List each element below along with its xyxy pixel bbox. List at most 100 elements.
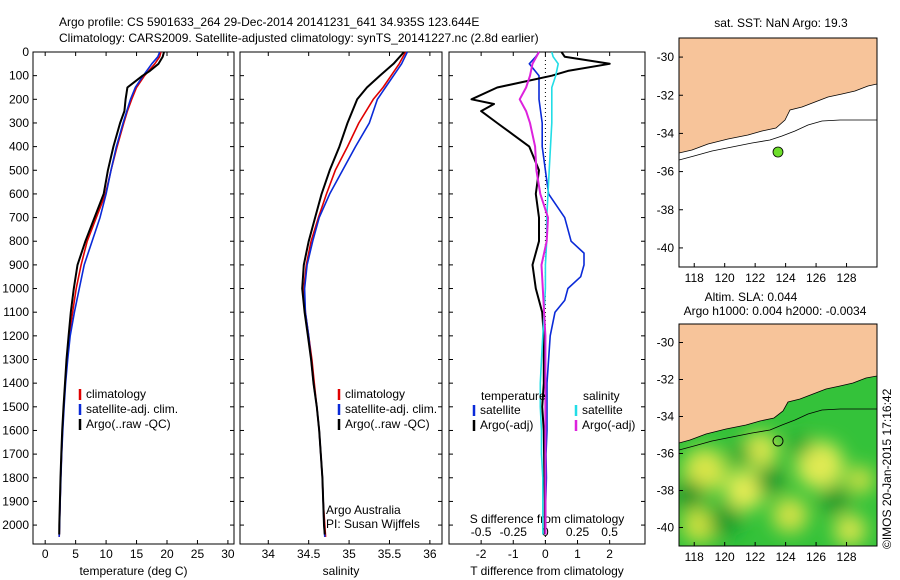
- temperature-xtick-label: 5: [72, 547, 79, 561]
- salinity-series-argo-raw-qc: [301, 51, 405, 535]
- map-lat-label: -34: [657, 410, 675, 424]
- sla-profile-marker: [772, 435, 784, 447]
- map-lon-label: 128: [837, 271, 857, 285]
- salinity-plot-frame: [239, 51, 443, 545]
- temperature-series-argo-raw-qc: [58, 51, 165, 535]
- depth-tick-label: 1000: [2, 282, 29, 296]
- salinity-xtick-label: 35: [342, 547, 356, 561]
- map-lon-label: 126: [806, 271, 826, 285]
- map-lat-label: -32: [657, 373, 675, 387]
- pi-annotation: Argo Australia: [326, 503, 401, 517]
- map-lon-label: 124: [776, 271, 796, 285]
- depth-tick-label: 300: [9, 116, 29, 130]
- sla-map-frame: [678, 323, 878, 547]
- legend-entry: Argo(-adj): [582, 418, 635, 432]
- legend-entry: climatology: [86, 387, 146, 401]
- map-lon-label: 118: [685, 271, 704, 285]
- depth-tick-label: 900: [9, 258, 29, 272]
- salinity-xtick-label: 36: [423, 547, 437, 561]
- legend-entry: satellite: [480, 403, 521, 417]
- map-lat-label: -34: [657, 126, 675, 140]
- legend-entry: climatology: [345, 387, 405, 401]
- legend-entry: satellite-adj. clim.: [86, 402, 178, 416]
- sst-map-title: sat. SST: NaN Argo: 19.3: [714, 16, 848, 30]
- sst-map-land: [679, 38, 877, 154]
- map-lat-label: -32: [657, 88, 675, 102]
- s-diff-xtick-label: -0.5: [471, 525, 492, 539]
- temperature-xtick-label: 15: [130, 547, 144, 561]
- sla-map-area: [678, 323, 878, 547]
- map-lon-label: 120: [715, 271, 735, 285]
- map-lat-label: -38: [657, 484, 675, 498]
- t-diff-xtick-label: 2: [606, 547, 613, 561]
- temperature-xtick-label: 30: [221, 547, 235, 561]
- depth-tick-label: 1200: [2, 329, 29, 343]
- credit-text: ©IMOS 20-Jan-2015 17:16:42: [880, 388, 894, 549]
- legend-entry: Argo(..raw -QC): [345, 417, 430, 431]
- s-diff-xtick-label: 0.5: [601, 525, 618, 539]
- map-lat-label: -38: [657, 203, 675, 217]
- temperature-xtick-label: 0: [42, 547, 49, 561]
- legend-entry: satellite: [582, 403, 623, 417]
- temperature-xtick-label: 20: [160, 547, 174, 561]
- header-line-1: Argo profile: CS 5901633_264 29-Dec-2014…: [59, 15, 479, 29]
- sla-map-shelf-contour: [679, 408, 877, 451]
- sla-anomaly-field: [679, 432, 874, 546]
- sst-map-shelf-contour: [679, 119, 877, 161]
- sla-map-land: [679, 324, 877, 444]
- salinity-xlabel: salinity: [323, 564, 360, 578]
- depth-tick-label: 1800: [2, 471, 29, 485]
- t-diff-xtick-label: 0: [542, 547, 549, 561]
- map-lat-label: -36: [657, 447, 675, 461]
- temperature-series-climatology: [58, 51, 162, 537]
- map-lat-label: -36: [657, 165, 675, 179]
- t-diff-xtick-label: -2: [476, 547, 487, 561]
- sla-map-axes: 118 120 122 124 126 128 -30 -32 -34 -36 -38 -40: [657, 336, 857, 565]
- difference-series-satellite: [528, 51, 585, 535]
- map-lon-label: 126: [806, 550, 826, 564]
- legend-entry: satellite-adj. clim.: [345, 402, 437, 416]
- difference-series-argo-adj: [470, 51, 611, 535]
- map-lon-label: 120: [715, 550, 735, 564]
- s-diff-xlabel: S difference from climatology: [470, 512, 625, 526]
- salinity-series-climatology: [302, 51, 407, 537]
- salinity-xtick-label: 35.5: [378, 547, 402, 561]
- legend-header-temperature: temperature: [481, 389, 546, 403]
- sla-map-panel: Altim. SLA: 0.044 Argo h1000: 0.004 h200…: [657, 290, 878, 565]
- t-diff-xtick-label: 1: [574, 547, 581, 561]
- depth-tick-label: 2000: [2, 518, 29, 532]
- depth-tick-label: 1100: [3, 305, 29, 319]
- sla-map-subtitle: Argo h1000: 0.004 h2000: -0.0034: [684, 304, 867, 318]
- map-lon-label: 118: [685, 550, 704, 564]
- depth-tick-label: 800: [9, 234, 29, 248]
- map-lon-label: 122: [745, 271, 765, 285]
- depth-tick-label: 1300: [2, 353, 29, 367]
- legend-header-salinity: salinity: [583, 389, 620, 403]
- temperature-series-satellite-adj-clim: [58, 51, 161, 537]
- depth-tick-label: 1700: [2, 447, 29, 461]
- temperature-panel: 0100200300400500600700800900100011001200…: [2, 45, 235, 578]
- map-lat-label: -40: [657, 521, 675, 535]
- map-lon-label: 124: [776, 550, 796, 564]
- pi-annotation: PI: Susan Wijffels: [326, 517, 420, 531]
- map-lat-label: -30: [657, 50, 675, 64]
- header-line-2: Climatology: CARS2009. Satellite-adjuste…: [59, 31, 539, 45]
- salinity-series-satellite-adj-clim: [303, 51, 409, 537]
- depth-tick-label: 1600: [2, 423, 29, 437]
- depth-tick-label: 1400: [2, 376, 29, 390]
- salinity-panel: 34 34.5 35 35.5 36 salinity climatologysatelli…: [239, 51, 443, 578]
- difference-panel: -2 -1 0 1 2 T difference from climatology -0.5…: [448, 51, 646, 578]
- s-diff-xtick-label: 0.25: [566, 525, 590, 539]
- sst-map-frame: [678, 37, 878, 268]
- depth-tick-label: 500: [9, 163, 29, 177]
- map-lon-label: 128: [837, 550, 857, 564]
- sst-map-panel: sat. SST: NaN Argo: 19.3 118 120 122 124 126…: [657, 16, 878, 285]
- temperature-xtick-label: 25: [191, 547, 205, 561]
- difference-xlabel: T difference from climatology: [470, 564, 624, 578]
- difference-series-argo-adj: [518, 51, 549, 535]
- salinity-xtick-label: 34.5: [297, 547, 321, 561]
- map-lon-label: 122: [745, 550, 765, 564]
- difference-plot-frame: [448, 51, 646, 545]
- temperature-xlabel: temperature (deg C): [79, 564, 187, 578]
